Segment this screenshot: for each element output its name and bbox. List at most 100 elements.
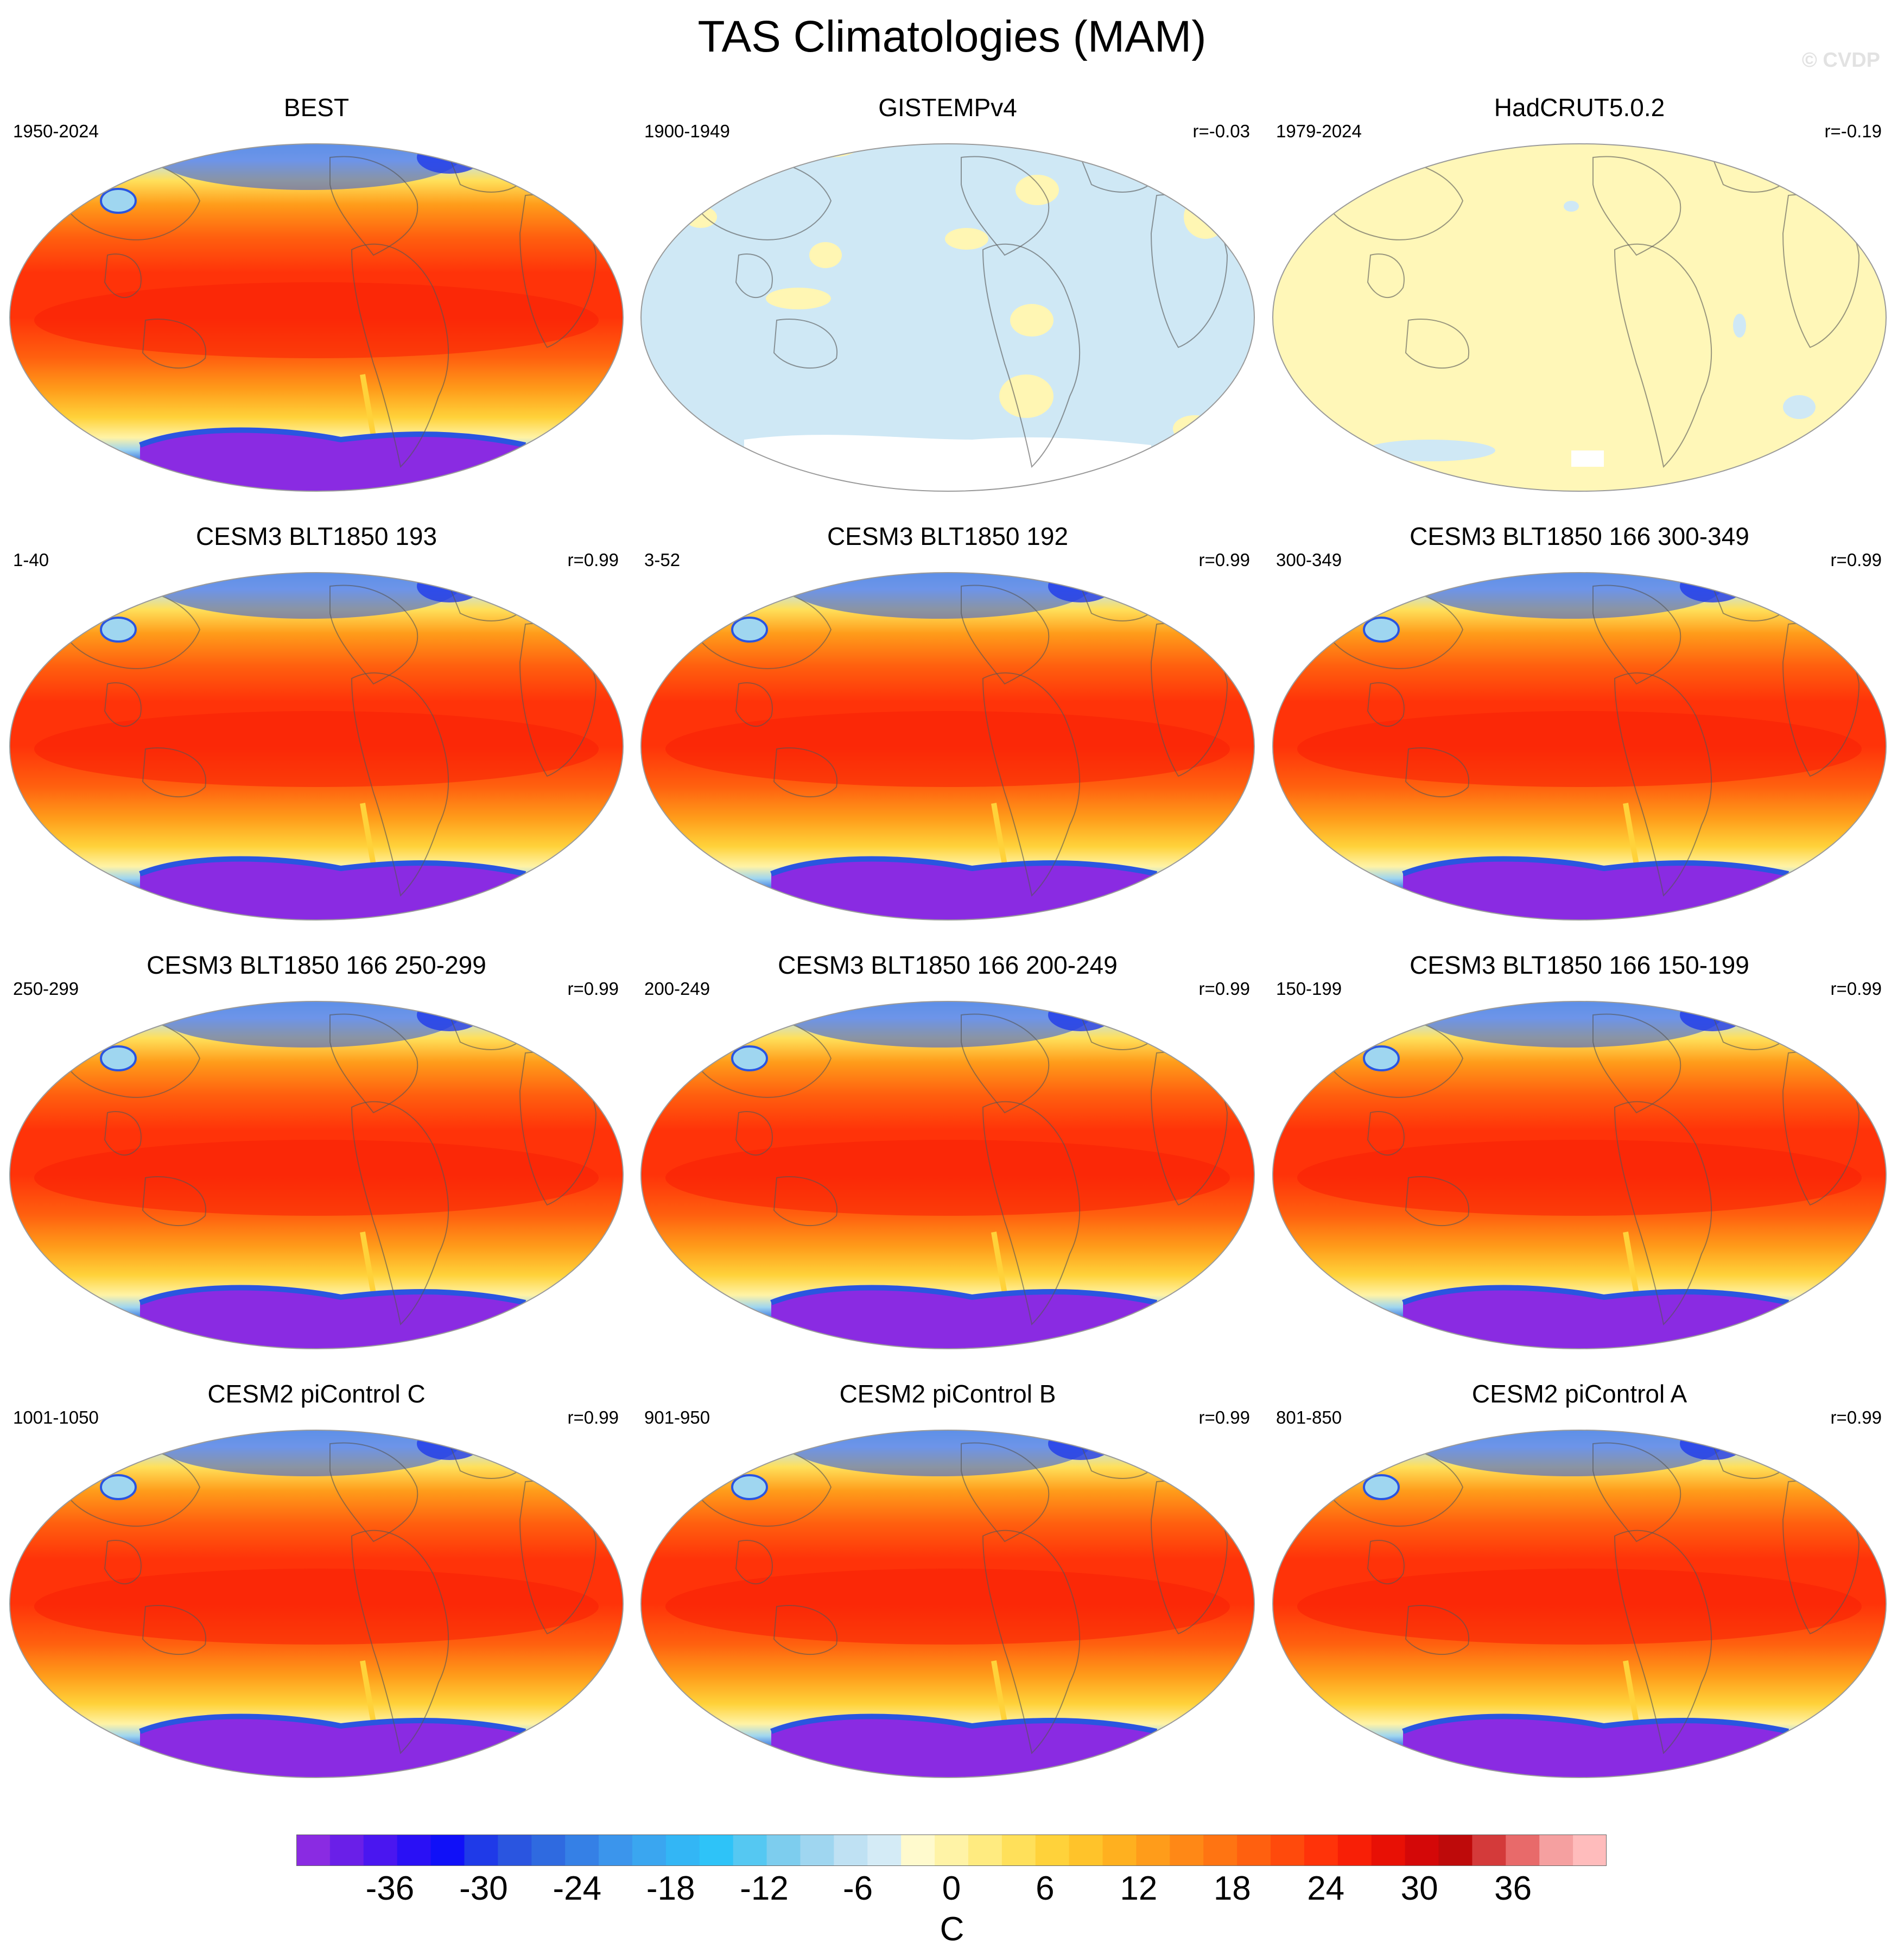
coastline-south-america [982,243,1081,468]
panel-title: CESM3 BLT1850 193 [195,522,437,550]
panel-years: 901-950 [644,1407,710,1427]
colorbar-swatch [1035,1835,1070,1866]
colorbar-swatch [834,1835,868,1866]
map-panel: CESM2 piControl A 801-850 r=0.99 [1267,1379,1892,1780]
coastline-south-america [982,672,1081,897]
colorbar-swatch [1304,1835,1338,1866]
robinson-map [9,572,624,921]
figure-title: TAS Climatologies (MAM) [697,12,1207,61]
coastline-maritime [1367,253,1405,298]
colorbar-tick-label: -18 [646,1870,695,1907]
coastline-north-america [329,156,418,256]
colorbar-swatch [1102,1835,1137,1866]
colorbar-swatch [498,1835,532,1866]
coastline-maritime [735,1111,773,1156]
robinson-map [640,1430,1255,1778]
colorbar-swatch [1136,1835,1170,1866]
colorbar-swatch [1438,1835,1473,1866]
colorbar-swatch [1069,1835,1103,1866]
coastline-north-america [1592,1442,1681,1543]
colorbar-tick-label: 24 [1307,1870,1345,1907]
map-panel: GISTEMPv4 1900-1949 r=-0.03 [636,92,1260,494]
coastline-maritime [104,682,142,727]
coastline-north-america [1592,1013,1681,1114]
map-panel: CESM3 BLT1850 166 250-299 250-299 r=0.99 [4,950,629,1351]
credit-watermark: © CVDP [1801,49,1880,72]
robinson-map [1272,143,1887,492]
panel-title: CESM3 BLT1850 166 200-249 [778,951,1118,979]
coastline-australia [773,1605,838,1655]
coastline-north-america [961,1442,1050,1543]
coastline-north-america [961,156,1050,256]
colorbar-unit: C [940,1910,964,1948]
coastline-south-america [351,1101,449,1326]
robinson-map [9,1001,624,1349]
panel-correlation: r=0.99 [567,550,619,570]
coastline-south-america [1614,243,1712,468]
map-panel: CESM3 BLT1850 193 1-40 r=0.99 [4,521,629,923]
coastline-south-america [982,1529,1081,1755]
colorbar-swatch [329,1835,364,1866]
colorbar-tick-label: 18 [1213,1870,1251,1907]
map-panel: BEST 1950-2024 [4,92,629,494]
coastline-australia [1405,1605,1470,1655]
coastline-north-america [329,1013,418,1114]
panel-title: CESM2 piControl C [207,1380,426,1408]
colorbar-swatch [1506,1835,1540,1866]
panel-correlation: r=0.99 [1830,1407,1882,1427]
robinson-map [9,1430,624,1778]
coastline-maritime [735,253,773,298]
colorbar-swatch [1001,1835,1036,1866]
robinson-map [1272,1001,1887,1349]
panel-correlation: r=0.99 [1198,550,1251,570]
coastline-maritime [104,1540,142,1584]
coastline-north-america [961,1013,1050,1114]
coastline-north-america [1592,156,1681,256]
map-panel: CESM3 BLT1850 192 3-52 r=0.99 [636,521,1260,923]
colorbar-swatch [800,1835,834,1866]
map-panel: CESM3 BLT1850 166 300-349 300-349 r=0.99 [1267,521,1892,923]
panel-years: 200-249 [644,979,710,999]
colorbar-tick-label: 30 [1400,1870,1438,1907]
panel-title: CESM2 piControl A [1471,1380,1687,1408]
coastline-north-america [329,1442,418,1543]
colorbar-swatch [632,1835,667,1866]
coastline-australia [142,319,207,369]
panel-years: 250-299 [13,979,79,999]
colorbar-swatch [1170,1835,1204,1866]
coastline-maritime [1367,1111,1405,1156]
colorbar-tick-label: 36 [1494,1870,1532,1907]
colorbar-swatch [665,1835,700,1866]
coastline-australia [773,747,838,798]
coastline-australia [773,1176,838,1227]
coastline-australia [773,319,838,369]
map-panel: CESM3 BLT1850 166 200-249 200-249 r=0.99 [636,950,1260,1351]
coastline-australia [1405,319,1470,369]
panel-correlation: r=-0.03 [1192,121,1250,141]
robinson-map [1272,572,1887,921]
map-panel: CESM3 BLT1850 166 150-199 150-199 r=0.99 [1267,950,1892,1351]
panel-years: 1001-1050 [13,1407,99,1427]
colorbar-tick-label: 6 [1036,1870,1055,1907]
panel-years: 300-349 [1276,550,1342,570]
panel-title: CESM3 BLT1850 166 250-299 [147,951,486,979]
colorbar-swatch [464,1835,498,1866]
coastline-north-america [329,585,418,685]
coastline-south-america [351,243,449,468]
colorbar-swatch [599,1835,633,1866]
colorbar-swatch [565,1835,599,1866]
panel-title: HadCRUT5.0.2 [1494,93,1665,122]
coastline-south-america [982,1101,1081,1326]
coastline-australia [142,1605,207,1655]
panel-years: 801-850 [1276,1407,1342,1427]
coastline-south-america [351,1529,449,1755]
colorbar-swatch [1271,1835,1305,1866]
colorbar [296,1835,1607,1866]
panel-correlation: r=0.99 [1198,1407,1251,1427]
robinson-map [640,572,1255,921]
robinson-map [640,143,1255,492]
colorbar-swatch [733,1835,767,1866]
colorbar-tick-label: -12 [740,1870,789,1907]
map-panel: CESM2 piControl C 1001-1050 r=0.99 [4,1379,629,1780]
coastline-south-america [351,672,449,897]
